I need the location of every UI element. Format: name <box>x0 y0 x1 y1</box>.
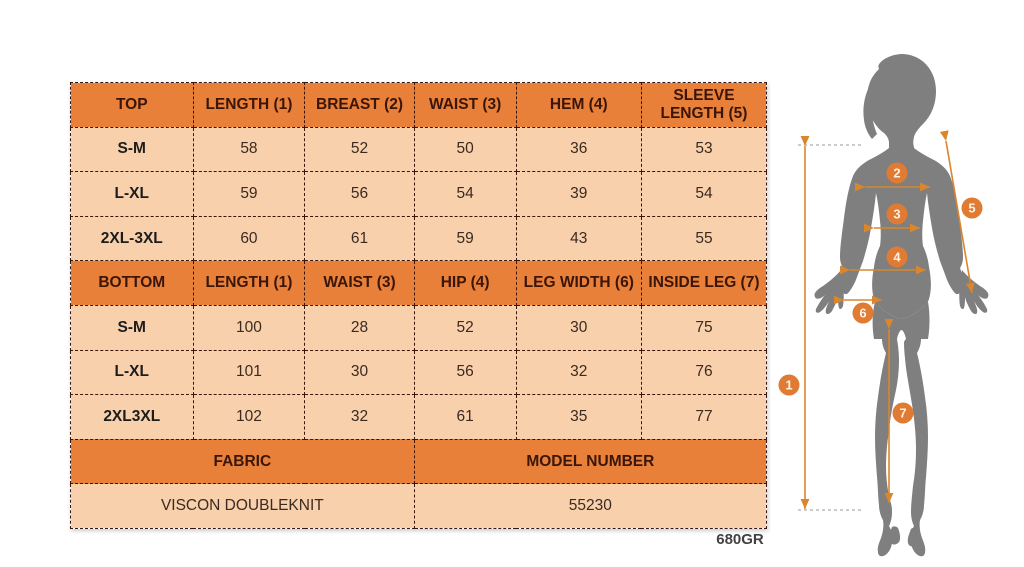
svg-text:6: 6 <box>859 306 866 321</box>
svg-text:1: 1 <box>785 378 792 393</box>
svg-text:4: 4 <box>893 250 901 265</box>
svg-text:2: 2 <box>893 166 900 181</box>
svg-text:5: 5 <box>968 201 975 216</box>
svg-text:3: 3 <box>893 207 900 222</box>
svg-text:7: 7 <box>899 406 906 421</box>
